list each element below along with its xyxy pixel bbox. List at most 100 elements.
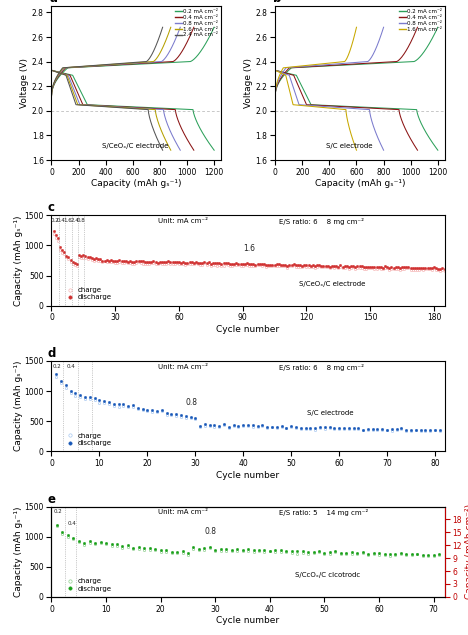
charge: [293, 424, 299, 432]
charge: [436, 551, 442, 559]
Y-axis label: Voltage (V): Voltage (V): [244, 58, 253, 108]
Text: E/S ratio: 6    8 mg cm⁻²: E/S ratio: 6 8 mg cm⁻²: [279, 364, 365, 371]
Text: S/C electrode: S/C electrode: [307, 410, 353, 416]
Y-axis label: Capacity (mAh gₛ⁻¹): Capacity (mAh gₛ⁻¹): [14, 361, 23, 451]
Y-axis label: Capacity (mAh gₛ⁻¹): Capacity (mAh gₛ⁻¹): [14, 507, 23, 597]
discharge: [336, 424, 342, 432]
discharge: [384, 426, 390, 434]
Y-axis label: Voltage (V): Voltage (V): [20, 58, 29, 108]
discharge: [51, 227, 57, 235]
Legend: charge, discharge: charge, discharge: [63, 432, 112, 446]
Text: Unit: mA cm⁻²: Unit: mA cm⁻²: [158, 509, 208, 515]
Legend: charge, discharge: charge, discharge: [63, 578, 112, 592]
Text: 0.4: 0.4: [68, 521, 77, 526]
Y-axis label: Capacity (mAh cm⁻²): Capacity (mAh cm⁻²): [465, 504, 468, 599]
Text: a: a: [50, 0, 58, 5]
charge: [344, 550, 349, 558]
Text: 0.4: 0.4: [57, 218, 66, 223]
Line: charge: charge: [55, 376, 441, 432]
Line: discharge: discharge: [56, 523, 440, 556]
Text: 0.2: 0.2: [50, 218, 59, 223]
Text: 0.2: 0.2: [53, 363, 62, 368]
charge: [284, 548, 289, 556]
discharge: [54, 521, 60, 528]
charge: [134, 259, 139, 267]
discharge: [134, 257, 139, 265]
X-axis label: Cycle number: Cycle number: [217, 617, 279, 625]
charge: [65, 533, 71, 540]
X-axis label: Capacity (mAh gₛ⁻¹): Capacity (mAh gₛ⁻¹): [91, 180, 182, 189]
Text: e: e: [48, 493, 56, 505]
discharge: [112, 257, 118, 265]
Text: 0.8: 0.8: [205, 526, 216, 536]
charge: [214, 262, 220, 270]
charge: [112, 259, 118, 267]
Text: b: b: [273, 0, 282, 5]
discharge: [436, 551, 442, 558]
X-axis label: Cycle number: Cycle number: [217, 471, 279, 479]
charge: [438, 267, 443, 274]
Line: discharge: discharge: [52, 230, 446, 270]
charge: [384, 426, 390, 434]
discharge: [284, 547, 289, 555]
charge: [415, 551, 420, 558]
Line: charge: charge: [52, 233, 446, 272]
charge: [425, 552, 431, 560]
Text: 0.4: 0.4: [66, 363, 75, 368]
Legend: 0.2 mA cm⁻², 0.4 mA cm⁻², 0.8 mA cm⁻², 1.6 mA cm⁻²: 0.2 mA cm⁻², 0.4 mA cm⁻², 0.8 mA cm⁻², 1…: [399, 9, 442, 32]
discharge: [442, 265, 447, 272]
discharge: [53, 370, 59, 378]
Text: 1.6: 1.6: [63, 218, 72, 223]
Text: 0.8: 0.8: [186, 398, 197, 407]
Text: Unit: mA cm⁻²: Unit: mA cm⁻²: [158, 364, 208, 370]
discharge: [344, 549, 349, 557]
discharge: [240, 546, 245, 554]
discharge: [399, 424, 404, 432]
discharge: [214, 260, 220, 267]
Text: c: c: [48, 201, 55, 215]
charge: [240, 547, 245, 554]
discharge: [163, 547, 169, 554]
Text: 0.2: 0.2: [54, 509, 62, 514]
discharge: [264, 423, 270, 431]
Text: S/C electrode: S/C electrode: [326, 143, 373, 149]
Text: E/S ratio: 5    14 mg cm⁻²: E/S ratio: 5 14 mg cm⁻²: [279, 509, 369, 516]
Text: d: d: [48, 347, 56, 360]
discharge: [415, 551, 420, 558]
Text: S/CcOₓ/C clcotrodc: S/CcOₓ/C clcotrodc: [295, 572, 360, 578]
Text: 0.8: 0.8: [77, 218, 86, 223]
discharge: [65, 531, 71, 539]
charge: [51, 230, 57, 237]
Line: charge: charge: [56, 525, 440, 558]
charge: [442, 267, 447, 274]
Text: 1.6: 1.6: [243, 244, 255, 253]
Text: S/CeOₓ/C electrode: S/CeOₓ/C electrode: [102, 143, 168, 149]
Text: E/S ratio: 6    8 mg cm⁻²: E/S ratio: 6 8 mg cm⁻²: [279, 218, 365, 225]
charge: [336, 425, 342, 433]
charge: [316, 262, 322, 270]
Text: 2.4: 2.4: [71, 218, 79, 223]
discharge: [374, 264, 380, 271]
charge: [54, 523, 60, 530]
Text: S/CeOₓ/C electrode: S/CeOₓ/C electrode: [299, 281, 366, 287]
charge: [374, 265, 380, 273]
X-axis label: Capacity (mAh gₛ⁻¹): Capacity (mAh gₛ⁻¹): [314, 180, 405, 189]
charge: [399, 425, 404, 432]
Y-axis label: Capacity (mAh gₛ⁻¹): Capacity (mAh gₛ⁻¹): [14, 215, 23, 305]
discharge: [425, 551, 431, 559]
discharge: [365, 425, 371, 432]
discharge: [136, 257, 141, 265]
charge: [437, 427, 443, 435]
Legend: 0.2 mA cm⁻², 0.4 mA cm⁻², 0.8 mA cm⁻², 1.6 mA cm⁻², 2.4 mA cm⁻²: 0.2 mA cm⁻², 0.4 mA cm⁻², 0.8 mA cm⁻², 1…: [176, 9, 218, 37]
charge: [264, 424, 270, 432]
X-axis label: Cycle number: Cycle number: [217, 325, 279, 334]
Legend: charge, discharge: charge, discharge: [63, 287, 112, 300]
charge: [365, 426, 371, 434]
charge: [163, 549, 169, 556]
Text: Unit: mA cm⁻²: Unit: mA cm⁻²: [158, 218, 208, 224]
discharge: [437, 426, 443, 434]
charge: [53, 373, 59, 381]
Line: discharge: discharge: [55, 373, 441, 431]
discharge: [316, 261, 322, 269]
discharge: [293, 424, 299, 431]
